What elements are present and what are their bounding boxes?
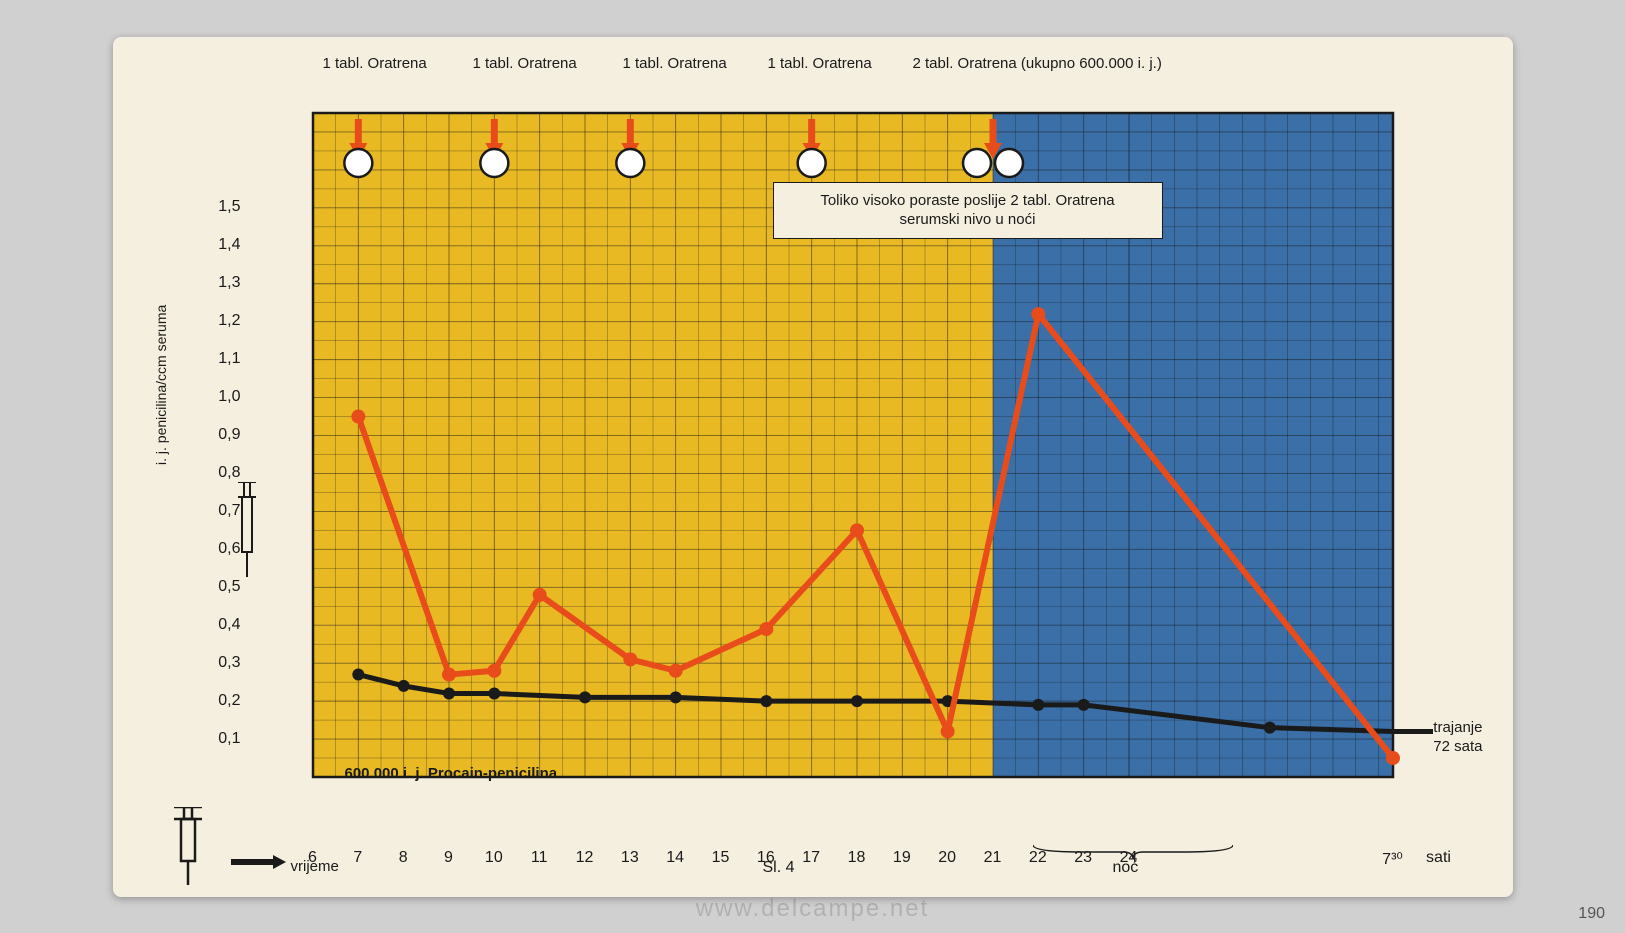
noc-brace [1033,845,1233,859]
duration-line2: 72 sata [1433,738,1482,755]
x-tick: 10 [485,849,503,867]
x-tick-last: 7³⁰ [1382,849,1403,869]
dose-label-5: 2 tabl. Oratrena (ukupno 600.000 i. j.) [913,55,1162,72]
dose-label-1: 1 tabl. Oratrena [323,55,427,72]
x-tick: 19 [893,849,911,867]
y-tick: 0,4 [218,616,240,634]
y-tick: 1,4 [218,236,240,254]
procain-label: 600.000 i. j. Procain-penicilina [345,765,558,782]
y-tick: 0,9 [218,426,240,444]
y-tick: 0,8 [218,464,240,482]
x-tick: 8 [399,849,408,867]
x-tick: 21 [984,849,1002,867]
x-tick: 9 [444,849,453,867]
annotation-line2: serumski nivo u noći [900,211,1036,228]
y-tick: 0,2 [218,692,240,710]
syringe-icon [233,482,261,582]
dose-label-4: 1 tabl. Oratrena [768,55,872,72]
vrijeme-label: vrijeme [291,858,339,875]
duration-line1: trajanje [1433,719,1482,736]
y-tick: 1,2 [218,312,240,330]
y-tick: 1,3 [218,274,240,292]
figure-label: Sl. 4 [763,859,795,877]
duration-label: trajanje 72 sata [1433,718,1482,757]
syringe-icon-bottom [168,807,208,887]
watermark: www.delcampe.net [696,895,929,923]
y-axis-title: i. j. penicilina/ccm seruma [153,304,169,464]
x-tick: 7 [353,849,362,867]
page-number: 190 [1578,905,1605,923]
y-tick: 1,0 [218,388,240,406]
annotation-box: Toliko visoko poraste poslije 2 tabl. Or… [773,182,1163,239]
x-tick: 11 [531,849,548,867]
time-arrow-icon [231,855,286,869]
noc-label: noć [1113,859,1139,877]
x-tick: 12 [576,849,594,867]
y-tick: 0,1 [218,730,240,748]
dose-label-2: 1 tabl. Oratrena [473,55,577,72]
x-tick: 13 [621,849,639,867]
y-tick: 0,3 [218,654,240,672]
x-tick: 17 [802,849,820,867]
x-tick: 20 [938,849,956,867]
x-tick: 14 [666,849,684,867]
y-tick: 1,1 [218,350,240,368]
chart-card: 1 tabl. Oratrena 1 tabl. Oratrena 1 tabl… [113,37,1513,897]
x-tick: 15 [712,849,730,867]
y-tick: 1,5 [218,198,240,216]
x-unit: sati [1426,849,1451,867]
x-tick: 18 [848,849,866,867]
dose-label-3: 1 tabl. Oratrena [623,55,727,72]
annotation-line1: Toliko visoko poraste poslije 2 tabl. Or… [820,192,1114,209]
